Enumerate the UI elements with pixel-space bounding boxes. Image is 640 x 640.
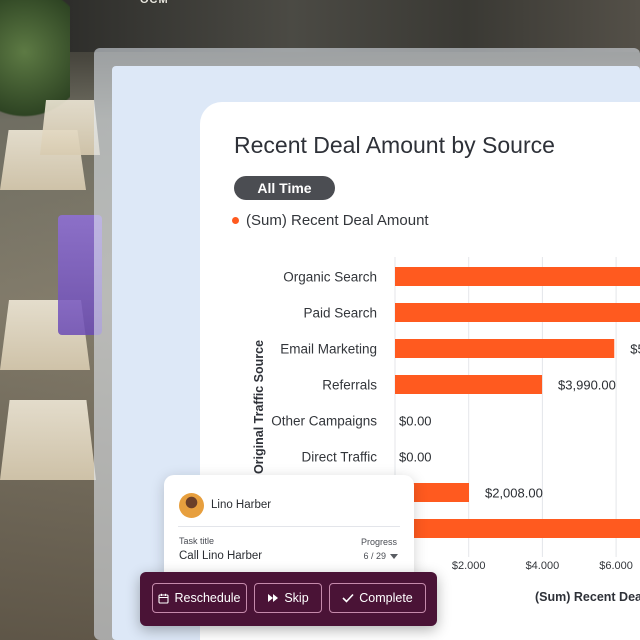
fast-forward-icon [268, 594, 279, 602]
reschedule-label: Reschedule [174, 591, 241, 605]
bar [395, 519, 640, 538]
progress-label: Progress [360, 537, 397, 547]
store-sign: OCM [140, 0, 169, 6]
skip-button[interactable]: Skip [254, 583, 322, 613]
bar [395, 267, 640, 286]
value-label: $0.00 [399, 414, 432, 429]
progress-value: 6 / 29 [363, 551, 386, 561]
task-owner: Lino Harber [211, 499, 272, 511]
category-label: Paid Search [303, 306, 377, 321]
y-axis-title: Original Traffic Source [252, 339, 266, 475]
reschedule-button[interactable]: Reschedule [152, 583, 247, 613]
market-umbrella [40, 100, 100, 155]
chart-title: Recent Deal Amount by Source [234, 132, 555, 158]
date-range-filter[interactable]: All Time [234, 176, 335, 200]
legend-label: (Sum) Recent Deal Amount [246, 212, 429, 229]
task-title-label: Task title [179, 536, 215, 546]
task-name: Call Lino Harber [179, 550, 263, 562]
checkmark-icon [342, 593, 354, 603]
action-bar: Reschedule Skip Complete [140, 572, 437, 626]
category-label: Email Marketing [280, 342, 377, 357]
x-tick-label: $2.000 [452, 560, 486, 572]
chart-legend: (Sum) Recent Deal Amount [232, 212, 429, 229]
value-label: $0.00 [399, 450, 432, 465]
value-label: $3,990.00 [558, 378, 616, 393]
divider [178, 526, 400, 527]
value-label: $2,008.00 [485, 486, 543, 501]
x-axis-title: (Sum) Recent Deal Amount [535, 590, 640, 604]
complete-label: Complete [359, 591, 413, 605]
progress-dropdown[interactable]: 6 / 29 [363, 551, 398, 561]
bar [395, 375, 543, 394]
storefront [60, 0, 640, 52]
legend-dot [232, 217, 239, 224]
calendar-icon [158, 593, 170, 604]
value-label: $5 [630, 342, 640, 357]
market-umbrella [0, 400, 96, 480]
category-label: Other Campaigns [271, 414, 377, 429]
complete-button[interactable]: Complete [329, 583, 426, 613]
avatar [179, 493, 204, 518]
category-label: Direct Traffic [301, 450, 377, 465]
category-label: Referrals [322, 378, 377, 393]
bar [395, 339, 615, 358]
chevron-down-icon [390, 553, 398, 559]
x-tick-label: $4.000 [526, 560, 560, 572]
x-tick-label: $6.000 [599, 560, 633, 572]
bar [395, 303, 640, 322]
skip-label: Skip [284, 591, 309, 605]
task-card[interactable]: Lino Harber Task title Call Lino Harber … [164, 475, 414, 583]
category-label: Organic Search [283, 270, 377, 285]
